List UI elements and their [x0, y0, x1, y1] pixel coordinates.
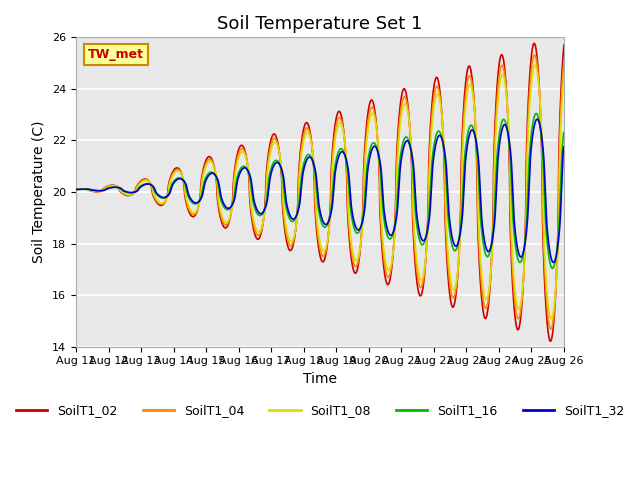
Legend: SoilT1_02, SoilT1_04, SoilT1_08, SoilT1_16, SoilT1_32: SoilT1_02, SoilT1_04, SoilT1_08, SoilT1_…	[11, 399, 629, 422]
X-axis label: Time: Time	[303, 372, 337, 386]
Text: TW_met: TW_met	[88, 48, 144, 61]
Y-axis label: Soil Temperature (C): Soil Temperature (C)	[33, 121, 47, 263]
Title: Soil Temperature Set 1: Soil Temperature Set 1	[218, 15, 422, 33]
